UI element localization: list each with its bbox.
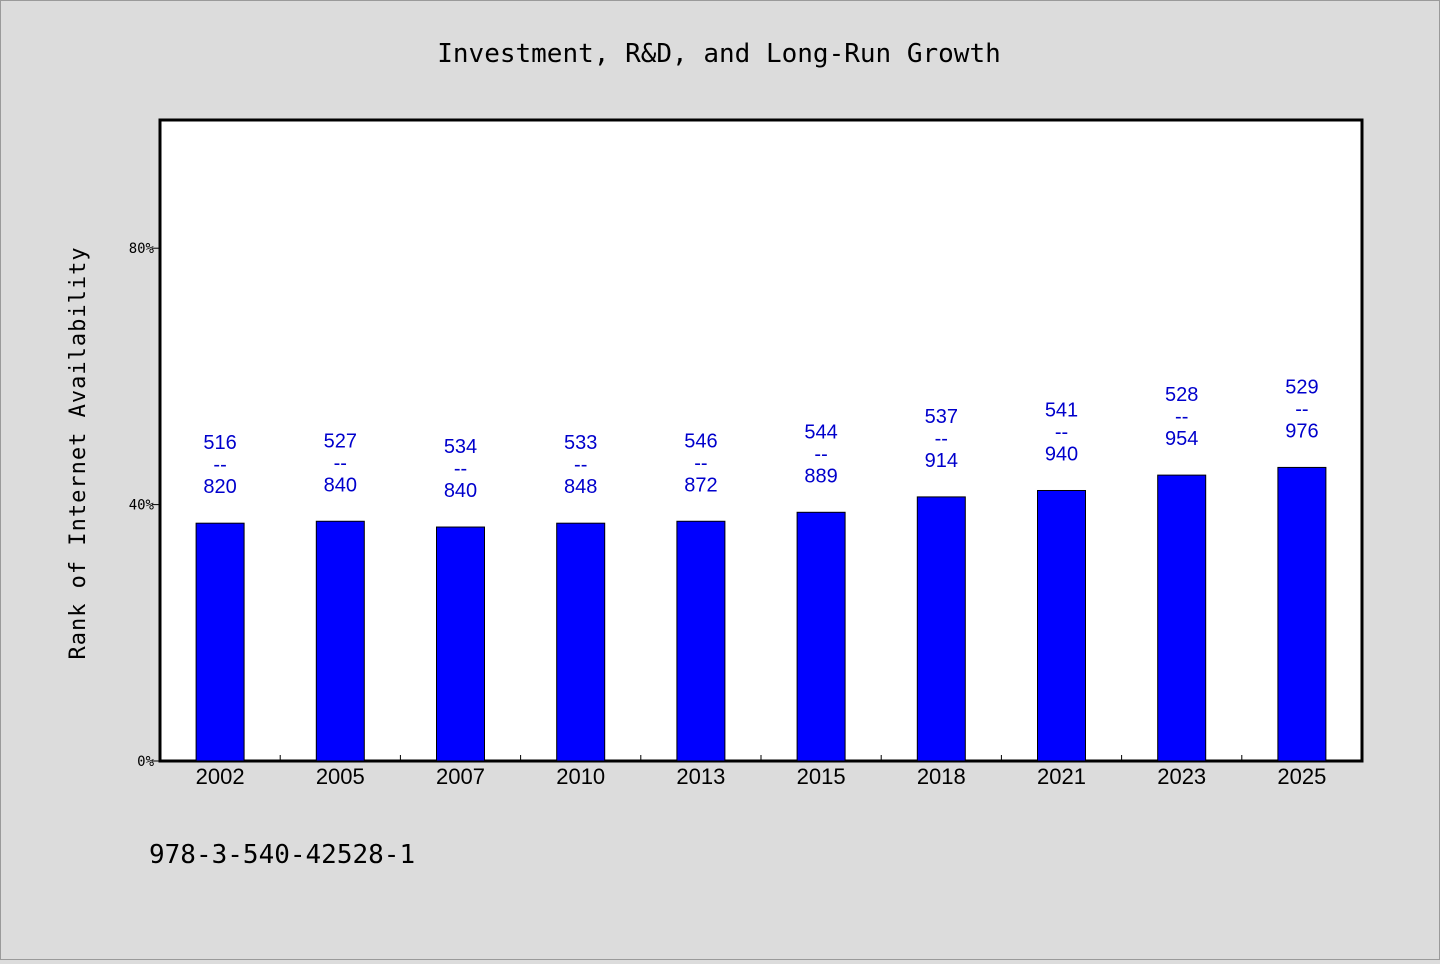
bar [195,522,245,762]
bar-label-top: 528 [1165,384,1198,406]
bar [315,520,365,762]
bar-series [195,466,1327,762]
bar-label-bottom: 820 [203,476,236,498]
bar-label-bottom: 872 [684,474,717,496]
bar-label-top: 546 [684,430,717,452]
bar [1037,489,1086,762]
bar-label-separator: -- [1055,421,1068,443]
footer-isbn: 978-3-540-42528-1 [149,840,415,870]
x-tick-label: 2002 [196,764,245,789]
y-tick-label: 0% [137,754,154,770]
x-tick-label: 2025 [1277,764,1326,789]
x-tick-label: 2010 [556,764,605,789]
bar [1157,474,1207,762]
bar-label-bottom: 954 [1165,428,1198,450]
bar [916,496,966,762]
bar-label-top: 527 [324,430,357,452]
bar [676,520,726,762]
bar-label-separator: -- [334,452,347,474]
x-axis: 2002 2005 2007 2010 2013 2015 2018 2021 2023 2025 [196,755,1326,789]
bar-label-top: 533 [564,432,597,454]
bar [1277,466,1327,762]
bar-label-separator: -- [1295,398,1308,420]
y-tick-label: 80% [129,241,155,257]
bar-label-top: 537 [925,406,958,428]
bar-label-top: 534 [444,436,477,458]
bar [436,526,485,762]
bar-label-separator: -- [694,452,707,474]
x-tick-label: 2005 [316,764,365,789]
bar-label-separator: -- [1175,406,1188,428]
bar-label-top: 541 [1045,399,1078,421]
bar-label-separator: -- [814,443,827,465]
x-tick-label: 2015 [797,764,846,789]
bar-label-bottom: 840 [324,474,357,496]
bar-label-bottom: 940 [1045,443,1078,465]
x-tick-label: 2021 [1037,764,1086,789]
bar-label-separator: -- [935,428,948,450]
bar-label-bottom: 848 [564,476,597,498]
bar-label-bottom: 914 [925,450,958,472]
bar-label-top: 544 [804,421,837,443]
x-tick-label: 2023 [1157,764,1206,789]
bar [556,522,606,762]
bar [796,511,846,762]
x-tick-label: 2007 [436,764,485,789]
y-axis: 0% 40% 80% [129,241,160,770]
bar-label-top: 516 [203,432,236,454]
bar-label-separator: -- [574,454,587,476]
y-tick-label: 40% [129,498,155,514]
x-tick-label: 2013 [676,764,725,789]
bar-label-bottom: 840 [444,480,477,502]
bar-label-separator: -- [213,454,226,476]
bar-label-bottom: 976 [1285,420,1318,442]
bar-label-separator: -- [454,458,467,480]
data-labels: 820--516840--527840--534848--533872--546… [203,376,1318,502]
y-axis-label: Rank of Internet Availability [66,246,91,659]
bar-label-bottom: 889 [804,465,837,487]
x-tick-label: 2018 [917,764,966,789]
chart-title: Investment, R&D, and Long-Run Growth [437,39,1001,69]
bar-label-top: 529 [1285,376,1318,398]
